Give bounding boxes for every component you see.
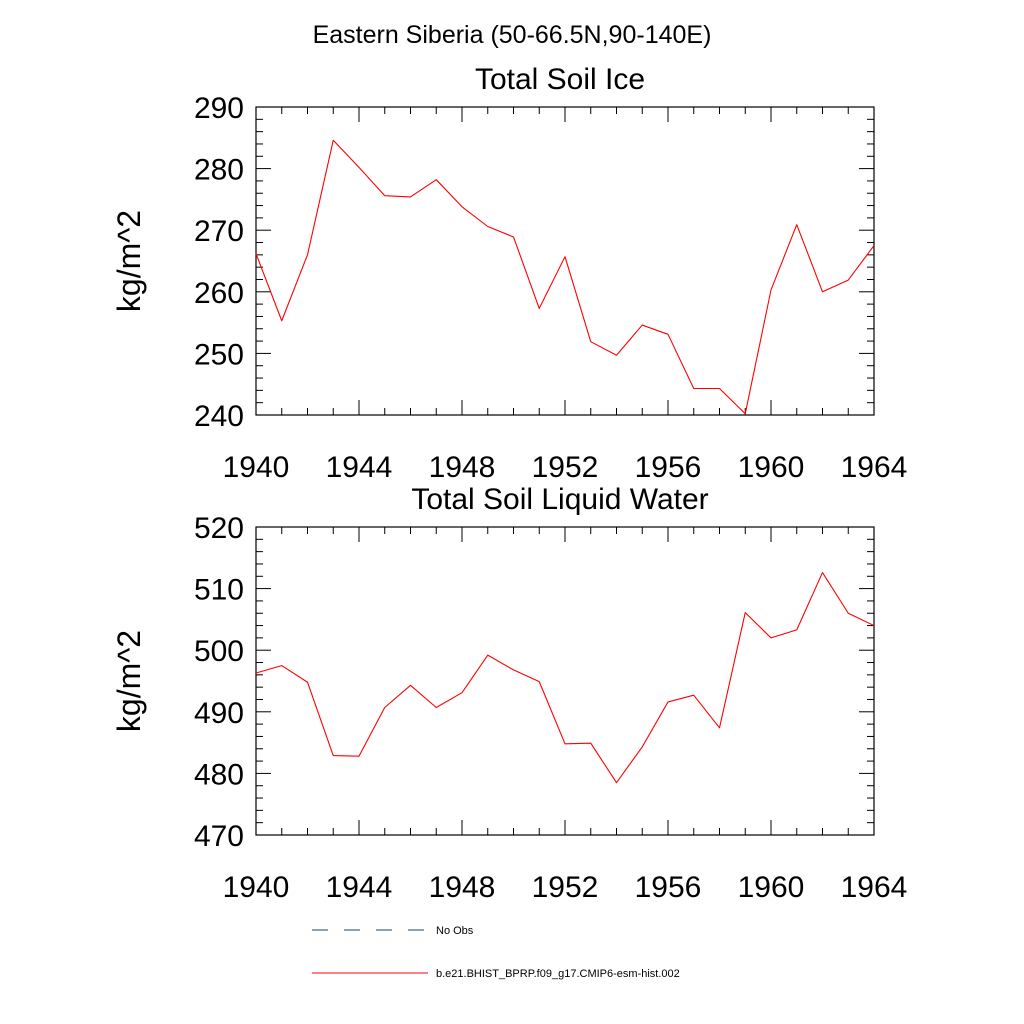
panel-2: Total Soil Liquid Water 1940 1944 1948 1952 1…: [111, 483, 907, 904]
y-tick-label: 280: [194, 154, 244, 187]
data-point: [693, 695, 694, 696]
data-point: [255, 253, 256, 254]
data-point: [513, 236, 514, 237]
data-point: [616, 782, 617, 783]
data-point: [384, 707, 385, 708]
series-line-1: [255, 139, 875, 415]
data-point: [770, 637, 771, 638]
data-point: [642, 324, 643, 325]
data-point: [745, 413, 746, 414]
data-point: [281, 320, 282, 321]
x-tick-label: 1960: [738, 871, 805, 904]
x-tick-label: 1964: [841, 871, 908, 904]
x-tick-label: 1960: [738, 451, 805, 484]
y-tick-label: 520: [194, 512, 244, 545]
x-tick-label: 1940: [223, 871, 290, 904]
data-point: [667, 334, 668, 335]
data-point: [307, 254, 308, 255]
data-point: [745, 612, 746, 613]
legend-label: No Obs: [436, 925, 474, 937]
y-tick-label: 240: [194, 400, 244, 433]
data-point: [693, 388, 694, 389]
x-tick-label: 1948: [429, 871, 496, 904]
panel-1: Total Soil Ice 1940 1944 1948 1952 1956 1960 19…: [111, 63, 907, 484]
data-point: [667, 701, 668, 702]
data-point: [333, 755, 334, 756]
data-point: [307, 682, 308, 683]
data-point: [461, 692, 462, 693]
data-point: [822, 572, 823, 573]
data-point: [358, 756, 359, 757]
x-tick-label: 1952: [532, 451, 599, 484]
x-tick-label: 1956: [635, 871, 702, 904]
data-point: [719, 388, 720, 389]
data-point: [873, 245, 874, 246]
data-point: [436, 179, 437, 180]
plot-frame: [255, 526, 875, 836]
data-point: [539, 308, 540, 309]
x-tick-label: 1940: [223, 451, 290, 484]
data-point: [333, 140, 334, 141]
data-point: [255, 672, 256, 673]
y-tick-label: 510: [194, 574, 244, 607]
panels: Total Soil Ice 1940 1944 1948 1952 1956 1960 19…: [111, 63, 907, 904]
y-tick-label: 270: [194, 215, 244, 248]
data-point: [436, 707, 437, 708]
data-point: [384, 195, 385, 196]
plot-frame: [255, 106, 875, 416]
data-point: [487, 655, 488, 656]
panel-title: Total Soil Liquid Water: [411, 483, 708, 516]
y-tick-label: 480: [194, 758, 244, 791]
x-tick-label: 1952: [532, 871, 599, 904]
data-point: [770, 289, 771, 290]
data-point: [461, 206, 462, 207]
legend-entry-2: b.e21.BHIST_BPRP.f09_g17.CMIP6-esm-hist.…: [312, 968, 680, 980]
x-tick-label: 1944: [326, 871, 393, 904]
y-tick-label: 250: [194, 338, 244, 371]
figure-suptitle: Eastern Siberia (50-66.5N,90-140E): [313, 21, 712, 49]
y-axis-label: kg/m^2: [111, 630, 147, 732]
data-point: [513, 669, 514, 670]
x-tick-label: 1964: [841, 451, 908, 484]
data-point: [796, 224, 797, 225]
y-tick-label: 290: [194, 92, 244, 125]
data-point: [539, 681, 540, 682]
legend-entry-1: No Obs: [312, 925, 474, 937]
data-point: [719, 727, 720, 728]
legend: No Obs b.e21.BHIST_BPRP.f09_g17.CMIP6-esm…: [312, 925, 680, 980]
data-point: [410, 685, 411, 686]
x-tick-label: 1956: [635, 451, 702, 484]
y-tick-label: 500: [194, 635, 244, 668]
y-tick-label: 490: [194, 697, 244, 730]
y-tick-label: 470: [194, 820, 244, 853]
data-point: [590, 341, 591, 342]
data-point: [564, 743, 565, 744]
legend-label: b.e21.BHIST_BPRP.f09_g17.CMIP6-esm-hist.…: [436, 968, 680, 980]
data-point: [848, 279, 849, 280]
data-point: [281, 665, 282, 666]
data-point: [642, 746, 643, 747]
data-point: [410, 196, 411, 197]
y-tick-label: 260: [194, 277, 244, 310]
data-point: [487, 226, 488, 227]
x-tick-label: 1948: [429, 451, 496, 484]
x-tick-label: 1944: [326, 451, 393, 484]
data-point: [822, 291, 823, 292]
data-point: [358, 167, 359, 168]
data-point: [616, 355, 617, 356]
data-point: [564, 256, 565, 257]
series-line-1: [255, 572, 875, 784]
data-point: [590, 743, 591, 744]
data-point: [796, 629, 797, 630]
y-axis-label: kg/m^2: [111, 210, 147, 312]
panel-title: Total Soil Ice: [475, 63, 645, 96]
data-point: [848, 613, 849, 614]
data-point: [873, 625, 874, 626]
